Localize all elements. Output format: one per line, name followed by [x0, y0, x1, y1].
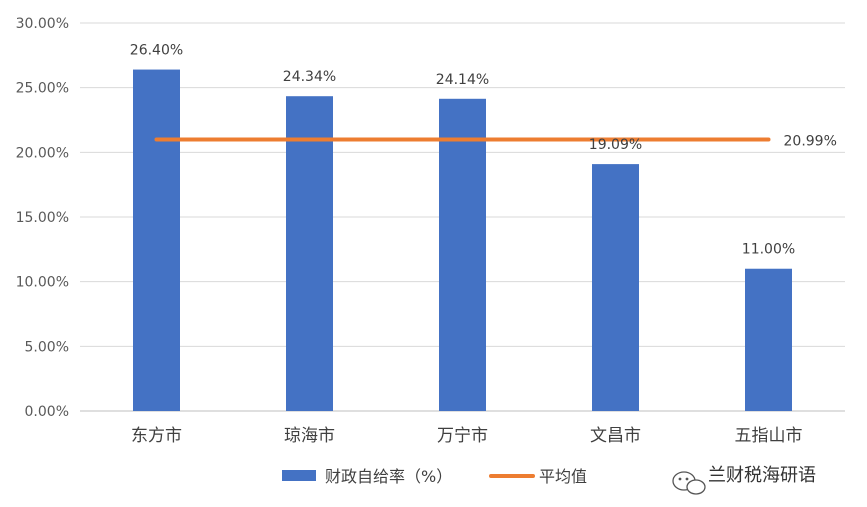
data-label: 24.14% — [436, 72, 489, 88]
data-label: 24.34% — [283, 69, 336, 85]
category-label: 东方市 — [131, 426, 182, 446]
y-tick-label: 25.00% — [16, 81, 69, 97]
data-label: 26.40% — [130, 43, 183, 59]
bar — [286, 96, 333, 411]
bar — [133, 69, 180, 411]
bar — [745, 268, 792, 411]
y-tick-label: 0.00% — [25, 404, 69, 420]
bar — [592, 164, 639, 411]
bars — [133, 69, 792, 411]
x-axis-categories: 东方市 琼海市 万宁市 文昌市 五指山市 — [131, 426, 803, 446]
y-tick-label: 30.00% — [16, 16, 69, 32]
y-tick-label: 15.00% — [16, 210, 69, 226]
wechat-icon — [672, 471, 706, 495]
legend: 财政自给率（%） 平均值 — [282, 467, 587, 486]
wechat-eye — [678, 477, 682, 481]
category-label: 琼海市 — [284, 426, 335, 446]
legend-label-line: 平均值 — [539, 467, 587, 486]
watermark-text: 兰财税海研语 — [708, 465, 816, 486]
category-label: 万宁市 — [437, 426, 488, 446]
category-label: 五指山市 — [735, 426, 803, 446]
wechat-eye — [685, 477, 689, 481]
data-label: 11.00% — [742, 242, 795, 258]
bar — [439, 98, 486, 411]
data-label: 19.09% — [589, 137, 642, 153]
data-labels: 26.40% 24.34% 24.14% 19.09% 11.00% 20.99% — [130, 43, 837, 258]
y-tick-label: 20.00% — [16, 145, 69, 161]
legend-label-bar: 财政自给率（%） — [325, 467, 452, 486]
category-label: 文昌市 — [590, 426, 641, 446]
y-axis-ticks: 0.00% 5.00% 10.00% 15.00% 20.00% 25.00% 30.00% — [16, 16, 69, 420]
legend-swatch-bar — [282, 470, 316, 481]
average-data-label: 20.99% — [784, 134, 837, 150]
wechat-bubble-small — [686, 479, 706, 495]
watermark: 兰财税海研语 — [672, 465, 816, 495]
y-tick-label: 10.00% — [16, 275, 69, 291]
y-tick-label: 5.00% — [25, 339, 69, 355]
